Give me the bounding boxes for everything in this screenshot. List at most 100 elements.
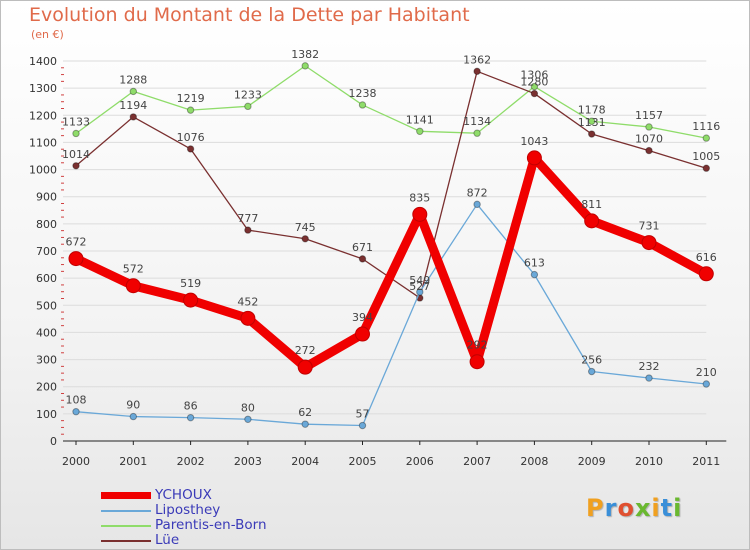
data-point-ychoux [68,251,84,267]
legend-label-lue: Lüe [155,532,180,548]
y-tick-label: 600 [36,272,57,285]
data-label-l-e: 1014 [62,148,90,161]
data-label-l-e: 777 [237,212,258,225]
x-tick-label: 2006 [406,455,434,468]
logo-letter: P [586,494,605,522]
y-tick-label: 1000 [29,164,57,177]
y-tick-label: 800 [36,218,57,231]
data-label-ychoux: 519 [180,277,201,290]
data-point-ychoux [526,150,542,166]
data-label-parentis-en-born: 1382 [291,48,319,61]
data-point-liposthey [530,270,539,279]
legend-swatch-liposthey [101,510,151,512]
data-label-parentis-en-born: 1134 [463,115,491,128]
data-point-liposthey [72,407,80,416]
data-point-liposthey [358,421,367,430]
data-labels: 1133 1288 1219 1233 1382 1238 1141 1134 1306 1178… [62,48,720,421]
data-point-parentis-en-born [588,117,596,125]
data-point-parentis-en-born [358,101,367,109]
data-label-liposthey: 62 [298,406,312,419]
data-point-liposthey [416,288,424,296]
proxiti-logo: Proxiti [586,494,682,522]
data-point-liposthey [588,367,596,376]
data-label-l-e: 1005 [692,150,720,163]
x-tick-label: 2007 [463,455,491,468]
data-label-parentis-en-born: 1306 [520,69,548,82]
series-line-liposthey [75,203,707,427]
data-point-ychoux [125,278,141,294]
data-point-l-e [129,113,138,121]
y-tick-label: 700 [36,245,57,258]
data-label-l-e: 1362 [463,53,491,66]
data-label-liposthey: 57 [356,408,370,421]
x-tick-label: 2009 [578,455,606,468]
legend-label-liposthey: Liposthey [155,502,221,518]
logo-letter: o [617,494,635,522]
logo-letter: t [660,494,674,522]
data-point-l-e [530,89,539,98]
series-line-parentis-en-born [75,65,707,139]
data-point-l-e [645,146,653,155]
data-label-l-e: 1194 [119,99,147,112]
data-point-liposthey [129,412,138,421]
data-point-parentis-en-born [244,102,252,111]
series-line-ychoux [74,153,709,372]
data-point-parentis-en-born [129,87,138,96]
data-point-ychoux [469,354,485,370]
data-label-ychoux: 811 [581,198,602,211]
y-tick-label: 1100 [29,136,57,149]
data-label-l-e: 1076 [177,131,205,144]
data-point-liposthey [301,420,309,428]
data-label-l-e: 1280 [520,76,548,89]
data-label-ychoux: 394 [352,311,373,324]
data-point-liposthey [702,380,710,388]
data-point-ychoux [412,206,428,222]
data-label-parentis-en-born: 1238 [349,87,377,100]
x-tick-label: 2000 [62,455,90,468]
legend-swatch-ychoux [101,492,151,499]
data-point-l-e [301,235,309,243]
x-tick-label: 2008 [520,455,548,468]
x-tick-label: 2002 [177,455,205,468]
data-label-parentis-en-born: 1219 [177,92,205,105]
data-point-parentis-en-born [416,127,424,136]
data-label-ychoux: 1043 [520,135,548,148]
data-point-l-e [473,67,481,76]
data-point-liposthey [645,374,653,382]
data-label-parentis-en-born: 1178 [578,103,606,116]
legend-swatch-parentis [101,525,151,527]
data-point-ychoux [183,292,199,308]
y-tick-label: 100 [36,408,57,421]
data-label-l-e: 1131 [578,116,606,129]
logo-letter: i [651,494,661,522]
data-point-ychoux [240,310,256,326]
data-label-liposthey: 90 [126,399,140,412]
data-label-ychoux: 272 [295,344,316,357]
data-point-l-e [702,164,710,172]
legend-swatch-lue [101,540,151,542]
data-label-parentis-en-born: 1233 [234,88,262,101]
y-tick-label: 300 [36,354,57,367]
data-label-liposthey: 872 [467,186,488,199]
logo-letter: i [673,494,683,522]
y-tick-label: 400 [36,326,57,339]
data-point-ychoux [297,359,313,375]
x-tick-label: 2003 [234,455,262,468]
data-point-liposthey [473,200,481,209]
data-point-parentis-en-born [186,106,195,114]
data-point-parentis-en-born [530,82,539,91]
data-point-liposthey [186,413,195,422]
data-point-ychoux [584,213,600,229]
data-label-ychoux: 835 [409,191,430,204]
data-point-ychoux [641,235,657,251]
y-tick-label: 500 [36,299,57,312]
y-tick-label: 1400 [29,55,57,68]
data-label-liposthey: 108 [66,394,87,407]
x-tick-label: 2004 [291,455,319,468]
data-point-l-e [588,130,596,138]
data-point-ychoux [355,326,370,342]
data-label-parentis-en-born: 1133 [62,115,90,128]
data-label-liposthey: 210 [696,366,717,379]
